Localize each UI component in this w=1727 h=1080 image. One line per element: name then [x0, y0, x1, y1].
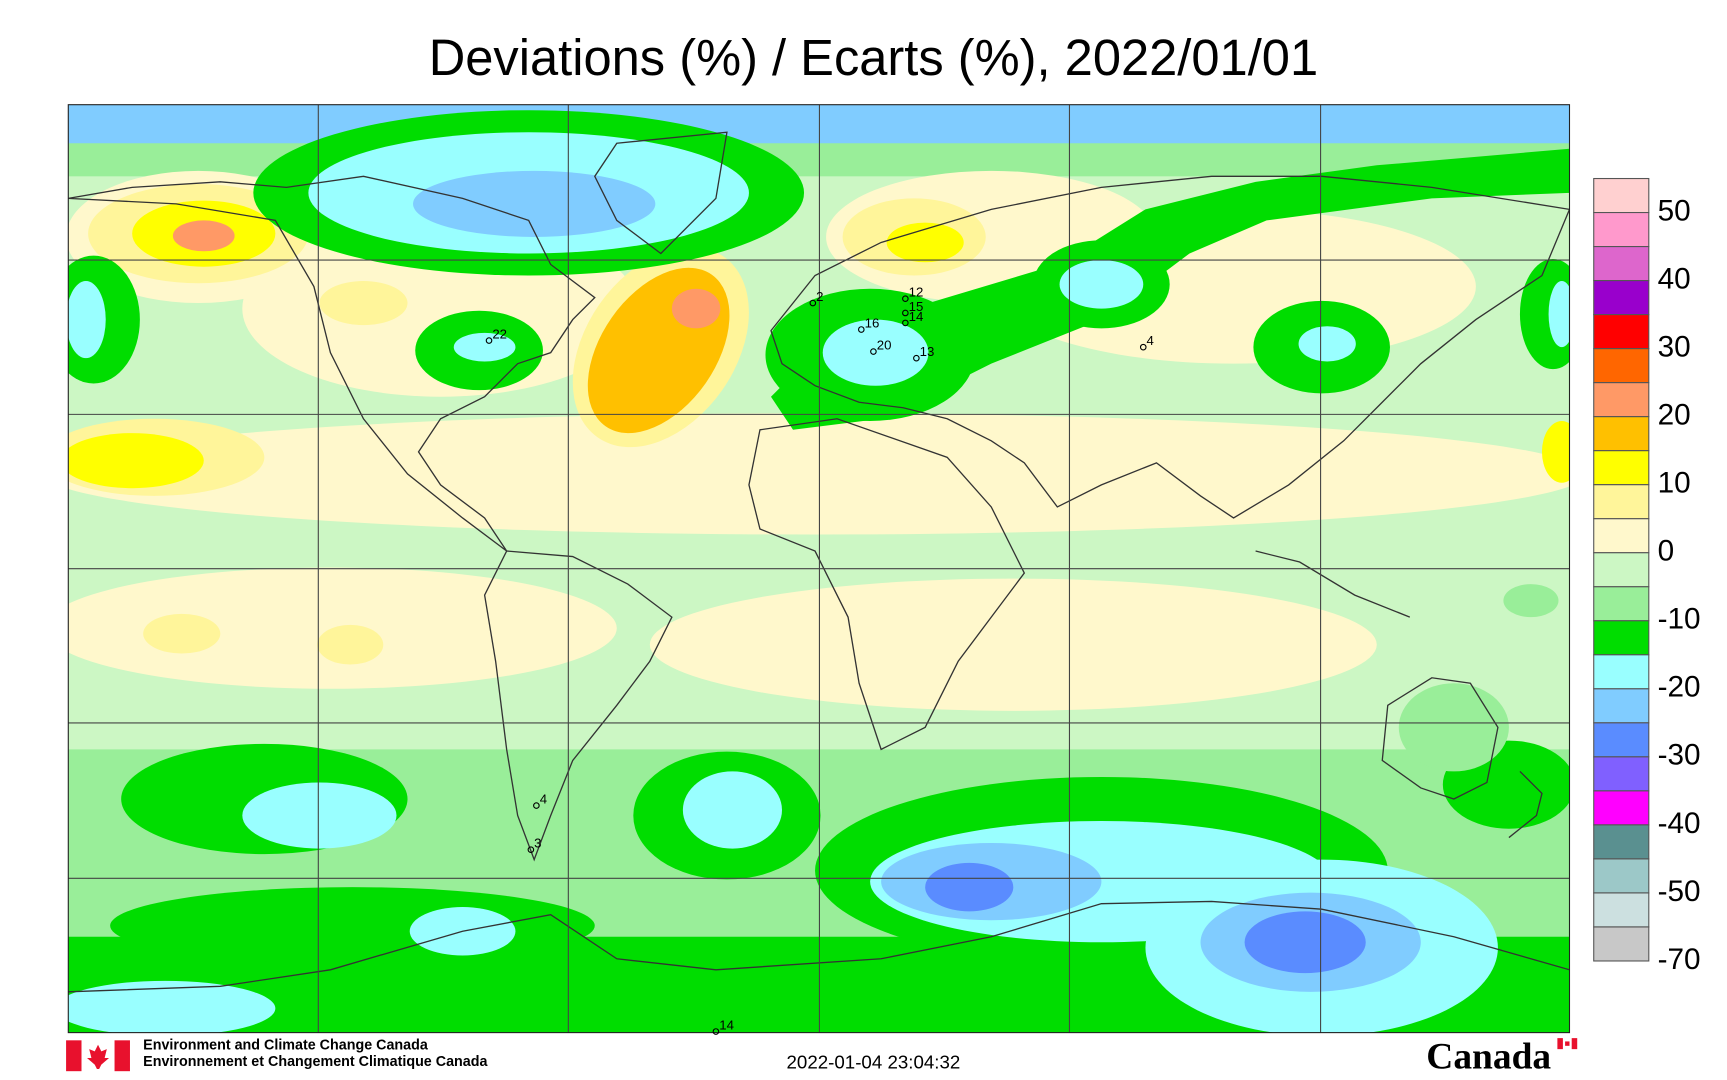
colorbar-label: -50	[1658, 875, 1701, 908]
graticule	[67, 104, 1571, 1034]
color-swatch	[1593, 926, 1650, 962]
color-swatch	[1593, 382, 1650, 418]
anomaly-zone	[649, 578, 1377, 711]
station-marker	[913, 354, 920, 362]
colorbar-label: 40	[1658, 262, 1691, 295]
color-swatch	[1593, 688, 1650, 724]
anomaly-zone	[317, 624, 384, 665]
station-label: 14	[719, 1017, 734, 1032]
anomaly-zone	[453, 332, 516, 362]
anomaly-zone	[671, 288, 721, 329]
anomaly-zone	[319, 281, 408, 326]
colorbar-label: -70	[1658, 943, 1701, 976]
colorbar: 50 40 30 20 10 0 -10 -20 -30 -40 -50 -70	[1593, 177, 1701, 976]
color-swatch	[1593, 416, 1650, 452]
station-label: 16	[865, 315, 880, 330]
station-marker	[712, 1028, 720, 1035]
colorbar-label: 10	[1658, 467, 1691, 500]
color-swatch	[1593, 246, 1650, 282]
station-marker	[533, 802, 540, 809]
anomaly-zone	[886, 222, 964, 263]
anomaly-zone	[413, 170, 656, 237]
color-swatch	[1593, 858, 1650, 894]
anomaly-zone	[1298, 326, 1356, 362]
colorbar-label: -10	[1658, 603, 1701, 636]
color-swatch	[1593, 620, 1650, 656]
anomaly-zone	[682, 771, 782, 849]
station-marker	[902, 319, 909, 327]
color-swatch	[1593, 790, 1650, 826]
color-swatch	[1593, 280, 1650, 316]
wordmark-flag	[1557, 1038, 1578, 1050]
canada-wordmark: Canada	[1426, 1037, 1551, 1078]
map	[68, 104, 1570, 1033]
flag-icon	[66, 1040, 130, 1072]
color-swatch	[1593, 722, 1650, 758]
color-swatch	[1593, 314, 1650, 350]
anomaly-zone	[68, 281, 106, 359]
station-marker	[485, 337, 493, 344]
anomaly-zone	[143, 613, 221, 654]
anomaly-zone	[242, 782, 397, 849]
anomaly-zone	[1503, 584, 1559, 618]
anomaly-zone	[925, 862, 1014, 912]
color-swatch	[1593, 654, 1650, 690]
anomaly-zone	[1541, 420, 1570, 483]
station-label: 12	[909, 285, 924, 300]
colorbar-label: -30	[1658, 739, 1701, 772]
color-swatch	[1593, 177, 1650, 214]
station-label: 13	[920, 344, 935, 359]
anomaly-zone	[68, 433, 204, 489]
station-marker	[1139, 343, 1147, 351]
agency-en: Environment and Climate Change Canada	[143, 1038, 429, 1054]
color-swatch	[1593, 824, 1650, 860]
timestamp: 2022-01-04 23:04:32	[787, 1051, 961, 1072]
color-swatch	[1593, 211, 1650, 248]
color-swatch	[1593, 586, 1650, 622]
color-swatch	[1593, 484, 1650, 520]
station-label: 4	[540, 792, 547, 807]
station-label: 4	[1147, 333, 1154, 348]
color-swatch	[1593, 518, 1650, 554]
anomaly-zone	[68, 413, 1570, 535]
station-label: 15	[909, 299, 924, 314]
station-marker	[809, 299, 817, 307]
color-swatch	[1593, 450, 1650, 486]
colorbar-label: 30	[1658, 330, 1691, 363]
anomaly-zone	[172, 220, 235, 252]
footer: Environment and Climate Change Canada En…	[66, 1037, 1578, 1078]
station-label: 14	[909, 309, 924, 324]
anomaly-zone	[1244, 911, 1366, 974]
colorbar-label: 20	[1658, 399, 1691, 432]
color-swatch	[1593, 756, 1650, 792]
colorbar-label: 0	[1658, 535, 1675, 568]
anomaly-zone	[1398, 683, 1509, 772]
anomaly-zone	[68, 567, 617, 689]
anomaly-zone	[1548, 281, 1570, 348]
station-label: 20	[877, 338, 892, 353]
station-marker	[902, 295, 909, 302]
station-marker	[870, 348, 877, 355]
station-label: 3	[534, 836, 541, 851]
color-swatch	[1593, 348, 1650, 384]
anomaly-zone	[1059, 260, 1144, 309]
color-swatch	[1593, 892, 1650, 928]
anomaly-zone	[68, 980, 276, 1033]
station-marker	[527, 846, 535, 853]
color-swatch	[1593, 552, 1650, 588]
anomaly-zone	[110, 887, 595, 965]
colorbar-label: 50	[1658, 194, 1691, 227]
colorbar-label: -40	[1658, 807, 1701, 840]
station-marker	[902, 309, 909, 317]
station-label: 2	[816, 289, 823, 304]
agency-fr: Environnement et Changement Climatique C…	[143, 1054, 488, 1070]
station-marker	[857, 326, 865, 333]
colorbar-label: -20	[1658, 671, 1701, 704]
coastlines	[68, 131, 1570, 993]
station-label: 22	[492, 327, 507, 342]
map-title: Deviations (%) / Ecarts (%), 2022/01/01	[429, 29, 1318, 86]
